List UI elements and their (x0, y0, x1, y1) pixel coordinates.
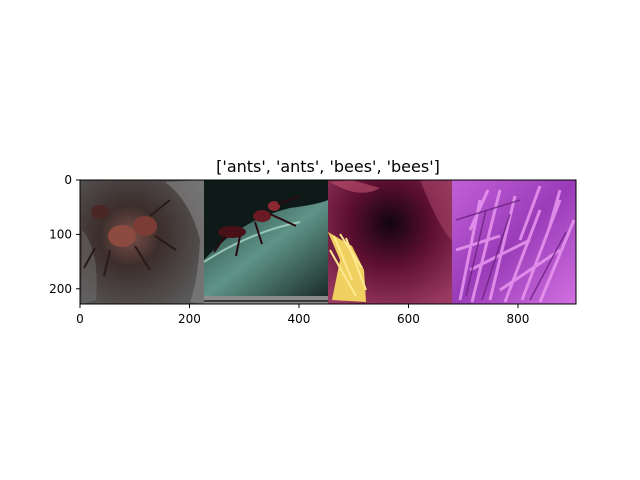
x-axis: 0 200 400 600 800 (76, 304, 529, 326)
y-axis: 0 100 200 (49, 173, 80, 296)
image-panel-ants-2 (203, 180, 328, 304)
image-panel-ants-1 (80, 180, 204, 304)
image-panels (80, 180, 576, 304)
x-tick-label: 800 (507, 312, 530, 326)
image-panel-bees-1 (328, 180, 452, 304)
y-tick-label: 0 (64, 173, 72, 187)
x-tick-label: 200 (178, 312, 201, 326)
x-tick-label: 400 (288, 312, 311, 326)
x-tick-label: 600 (397, 312, 420, 326)
x-tick-label: 0 (76, 312, 84, 326)
y-tick-label: 100 (49, 227, 72, 241)
y-tick-label: 200 (49, 282, 72, 296)
axes-frame (79, 179, 577, 305)
chart-title: ['ants', 'ants', 'bees', 'bees'] (216, 157, 440, 176)
image-panel-bees-2 (452, 180, 576, 304)
